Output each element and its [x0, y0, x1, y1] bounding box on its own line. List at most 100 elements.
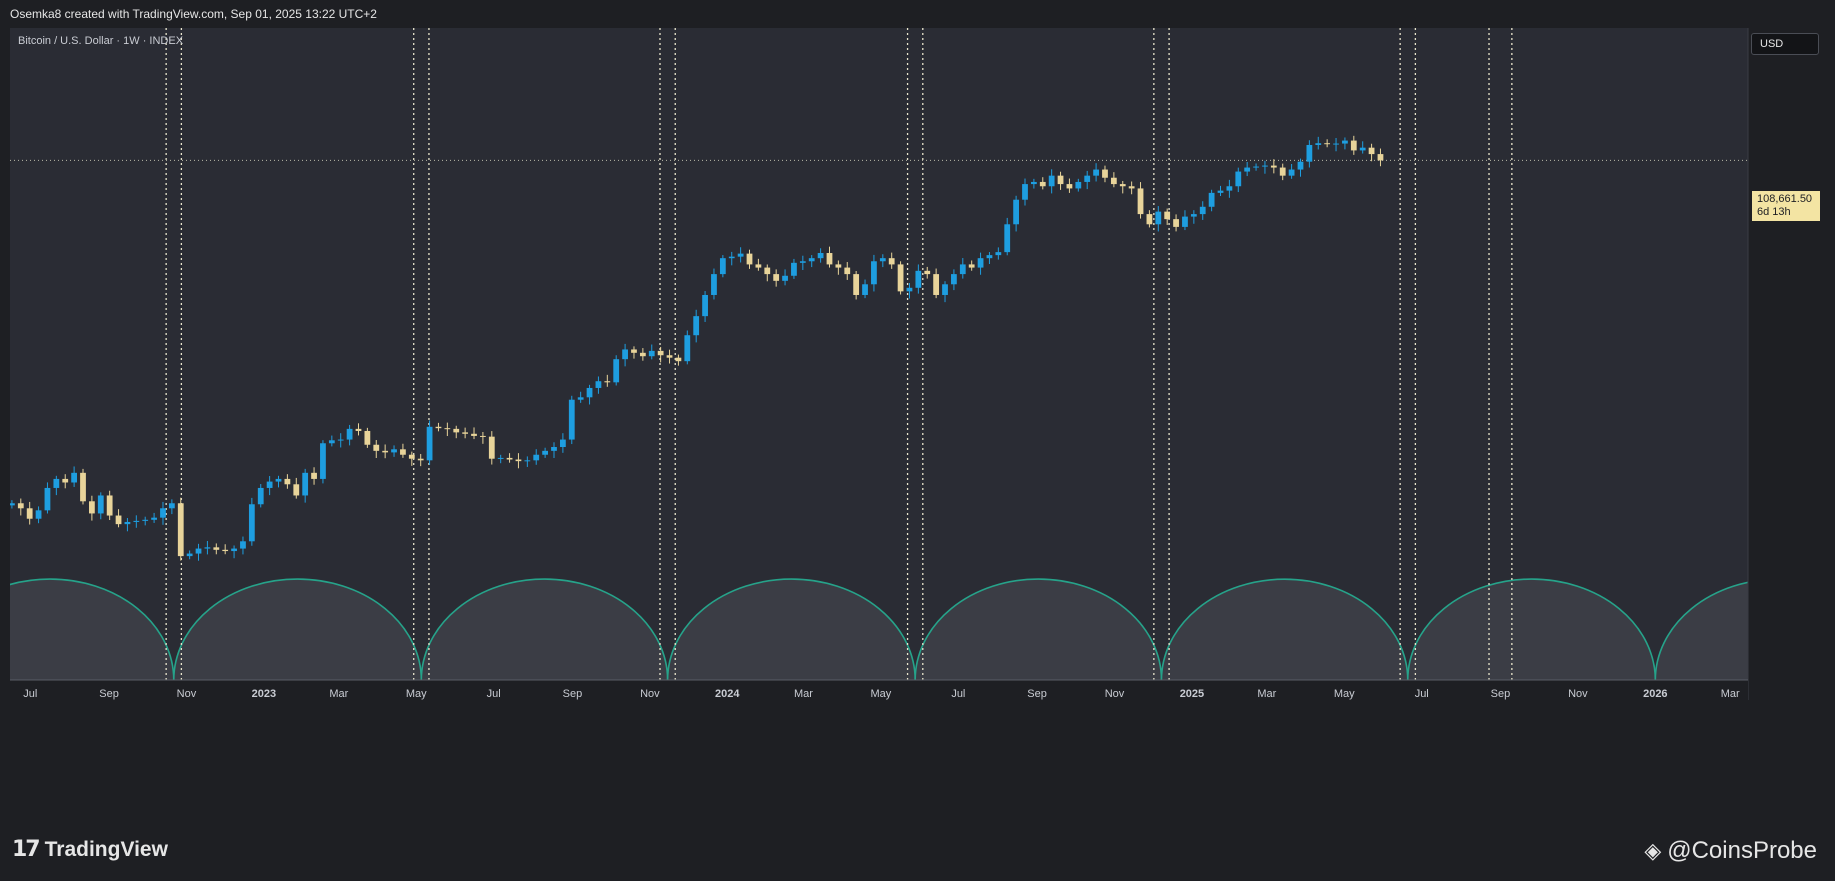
candle-down [773, 274, 780, 281]
candle-up [782, 275, 788, 281]
candle-up [524, 460, 531, 462]
x-tick-label: 2023 [252, 688, 276, 700]
coinsprobe-logo: ◈ @CoinsProbe [1644, 837, 1817, 865]
candle-up [906, 287, 913, 292]
candle-up [1022, 184, 1028, 200]
candle-up [915, 270, 922, 288]
candle-up [711, 274, 717, 295]
candle-up [142, 519, 149, 521]
candle-up [10, 503, 15, 506]
candle-up [1342, 140, 1348, 144]
x-axis: Jul Sep Nov 2023 Mar May Jul Sep Nov 2024 Mar May Ju… [10, 679, 1748, 823]
candle-up [595, 381, 602, 388]
x-tick-label: Jul [23, 688, 37, 700]
candle-up [1235, 171, 1242, 187]
candle-down [293, 484, 300, 496]
currency-selector[interactable]: USD [1751, 33, 1819, 55]
candle-up [737, 253, 744, 257]
candle-up [719, 258, 726, 275]
candle-up [497, 457, 504, 459]
candle-up [328, 440, 335, 444]
candle-down [1057, 175, 1064, 185]
candle-up [613, 359, 620, 383]
candle-down [1102, 169, 1108, 178]
candle-up [160, 508, 166, 518]
candle-down [764, 267, 771, 275]
candle-down [480, 435, 486, 437]
candle-up [257, 487, 264, 505]
candle-down [1128, 186, 1135, 189]
candle-up [320, 443, 326, 479]
candle-up [186, 553, 193, 557]
tradingview-logo[interactable]: 17 TradingView [12, 837, 168, 862]
price-chart[interactable]: 190,000.00160,000.00140,000.00120,000.00… [10, 28, 1755, 823]
candle-up [1262, 165, 1268, 167]
candle-up [124, 521, 131, 525]
candle-up [622, 349, 628, 360]
candle-down [17, 503, 24, 509]
candle-up [551, 447, 557, 451]
chart-area[interactable]: 190,000.00160,000.00140,000.00120,000.00… [10, 28, 1755, 823]
cycle-arc-fill [1407, 579, 1656, 680]
candle-down [311, 472, 317, 479]
candle-down [933, 274, 940, 295]
x-tick-label: Sep [1491, 688, 1511, 700]
candle-up [986, 255, 993, 259]
candle-up [995, 252, 1002, 256]
candle-down [897, 264, 904, 292]
candle-up [1244, 167, 1251, 172]
x-tick-label: 2025 [1180, 688, 1204, 700]
cycle-arc [1406, 578, 1657, 680]
last-price-value: 108,661.50 [1757, 193, 1813, 205]
candle-up [337, 439, 344, 441]
y-axis: 190,000.00160,000.00140,000.00120,000.00… [1747, 28, 1755, 823]
cycle-arc [666, 578, 916, 680]
candle-up [1155, 211, 1162, 225]
candle-down [657, 350, 664, 356]
candle-down [1350, 140, 1357, 151]
x-tick-label: 2026 [1643, 688, 1667, 700]
candle-up [542, 450, 548, 455]
candle-up [151, 517, 157, 520]
candle-up [53, 478, 60, 488]
candle-down [284, 478, 291, 485]
x-tick-label: Jul [951, 688, 965, 700]
candle-down [1164, 211, 1171, 220]
candle-up [35, 510, 42, 519]
candle-up [1030, 181, 1037, 185]
candle-up [1208, 192, 1215, 207]
diamond-icon: ◈ [1644, 838, 1662, 863]
candle-down [844, 267, 851, 275]
cycle-arc [1654, 581, 1748, 680]
candle-up [1315, 143, 1322, 145]
candle-up [1253, 166, 1259, 168]
candle-up [648, 350, 655, 357]
candle-up [799, 261, 806, 263]
candle-down [1137, 188, 1144, 215]
candle-up [1182, 216, 1188, 227]
candle-down [355, 428, 362, 431]
candle-down [435, 426, 442, 429]
x-tick-label: May [1334, 688, 1355, 700]
candle-down [364, 430, 371, 445]
candle-up [728, 256, 735, 259]
candle-down [1039, 181, 1046, 187]
candle-down [373, 444, 380, 451]
x-tick-label: Sep [1027, 688, 1047, 700]
candle-down [1146, 214, 1153, 225]
candle-up [684, 335, 691, 362]
candle-up [1013, 199, 1019, 225]
candle-down [746, 253, 753, 265]
candle-up [426, 426, 433, 461]
candle-up [942, 284, 948, 295]
x-tick-label: Mar [1257, 688, 1276, 700]
candle-up [1084, 175, 1091, 182]
candle-down [515, 459, 522, 462]
candle-down [62, 478, 69, 483]
y-axis-background [1748, 28, 1755, 823]
attribution-bar: Osemka8 created with TradingView.com, Se… [0, 0, 1835, 28]
last-price-tag: 108,661.50 6d 13h [1752, 191, 1820, 221]
cycle-arc-fill [421, 579, 668, 680]
candle-up [302, 472, 309, 496]
candle-up [97, 495, 104, 514]
